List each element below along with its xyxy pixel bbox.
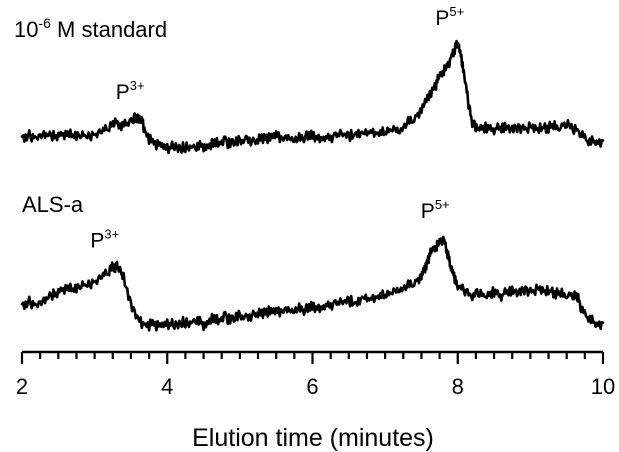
peak-label-2-2: P5+ bbox=[421, 197, 450, 223]
peak-label-2-1: P3+ bbox=[90, 226, 119, 252]
series-line-1 bbox=[20, 39, 605, 155]
series-label-1: 10-6 M standard bbox=[14, 15, 167, 42]
x-tick-label: 8 bbox=[452, 374, 464, 399]
x-axis: 2 4 6 8 10 bbox=[16, 350, 615, 399]
x-axis-label: Elution time (minutes) bbox=[192, 424, 434, 452]
series-line-2 bbox=[20, 235, 605, 332]
peak-label-1-2: P5+ bbox=[435, 4, 464, 30]
series-label-2: ALS-a bbox=[22, 192, 84, 217]
peak-label-1-1: P3+ bbox=[116, 78, 145, 104]
x-tick-label: 6 bbox=[306, 374, 318, 399]
x-tick-label: 4 bbox=[161, 374, 173, 399]
x-tick-label: 2 bbox=[16, 374, 28, 399]
traces-layer bbox=[20, 39, 605, 332]
x-tick-label: 10 bbox=[591, 374, 615, 399]
